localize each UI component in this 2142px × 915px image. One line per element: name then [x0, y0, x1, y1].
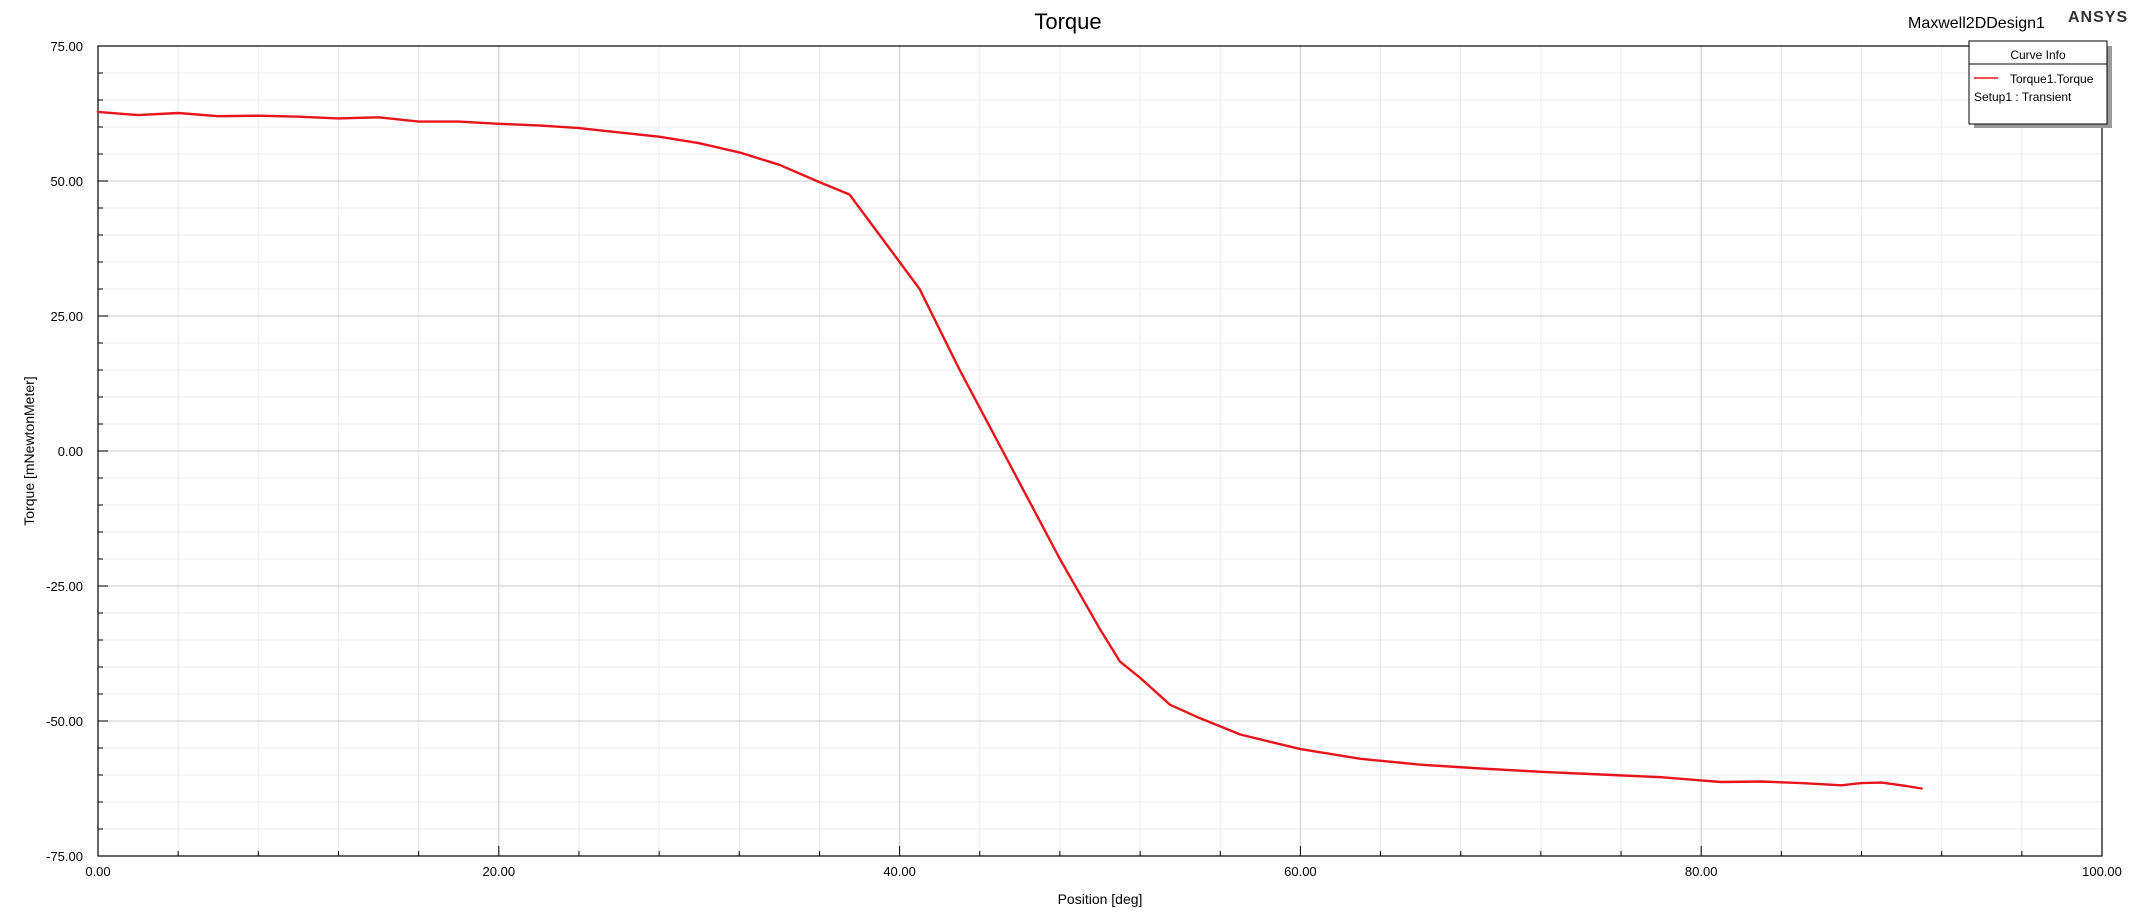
- plot-area: 75.00 50.00 25.00 0.00 -25.00 -50.00 -75.00 0.…: [46, 39, 2122, 879]
- y-axis-title: Torque [mNewtonMeter]: [21, 376, 37, 525]
- y-tick-label: 0.00: [58, 444, 83, 459]
- y-tick-label: -25.00: [46, 579, 83, 594]
- series-layer: [96, 110, 1923, 790]
- x-tick-label: 0.00: [85, 864, 110, 879]
- x-axis-title: Position [deg]: [1058, 891, 1143, 907]
- x-tick-label: 100.00: [2082, 864, 2122, 879]
- x-tick-label: 80.00: [1685, 864, 1718, 879]
- y-tick-label: -75.00: [46, 849, 83, 864]
- design-name: Maxwell2DDesign1: [1908, 15, 2045, 32]
- series-line-torque: [96, 110, 1923, 790]
- axis-ticks: [97, 45, 2103, 857]
- legend-entry-subtitle: Setup1 : Transient: [1974, 90, 2072, 104]
- curve-info-legend[interactable]: Curve Info Torque1.Torque Setup1 : Trans…: [1968, 40, 2112, 128]
- chart-title: Torque: [1034, 9, 1101, 34]
- legend-title: Curve Info: [2010, 48, 2066, 62]
- x-tick-label: 60.00: [1284, 864, 1317, 879]
- legend-box: [1968, 40, 2108, 125]
- x-tick-label: 20.00: [483, 864, 516, 879]
- y-tick-label: -50.00: [46, 714, 83, 729]
- y-tick-label: 25.00: [50, 309, 83, 324]
- y-axis-tick-labels: 75.00 50.00 25.00 0.00 -25.00 -50.00 -75.00: [46, 39, 83, 864]
- legend-entry-name: Torque1.Torque: [2010, 72, 2094, 86]
- x-tick-label: 40.00: [883, 864, 916, 879]
- y-tick-label: 75.00: [50, 39, 83, 54]
- y-tick-label: 50.00: [50, 174, 83, 189]
- major-grid: [98, 46, 2102, 856]
- x-axis-tick-labels: 0.00 20.00 40.00 60.00 80.00 100.00: [85, 864, 2122, 879]
- brand-logo: ANSYS: [2068, 9, 2128, 26]
